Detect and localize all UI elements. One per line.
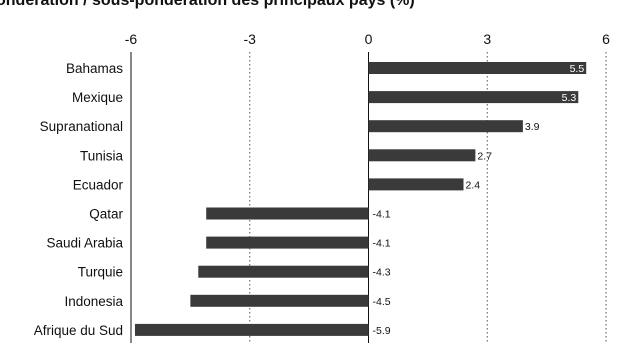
- category-label: Tunisia: [80, 148, 124, 163]
- data-label: 2.4: [466, 179, 481, 191]
- data-labels: 5.5 5.3 3.9 2.7 2.4 -4.1 -4.1 -4.3 -4.5 -5.9: [373, 63, 585, 337]
- category-label: Ecuador: [73, 177, 124, 192]
- bar-ecuador: [368, 178, 464, 191]
- bar-qatar: [206, 207, 369, 220]
- category-label: Supranational: [40, 119, 123, 134]
- bar-bahamas: [368, 62, 587, 74]
- category-label: Turquie: [78, 265, 123, 280]
- bar-tunisia: [368, 149, 476, 162]
- bar-turquie: [198, 265, 369, 278]
- data-label: -4.1: [373, 238, 391, 250]
- chart-title: ondération / sous-pondération des princi…: [0, 0, 415, 9]
- category-label: Bahamas: [66, 61, 123, 76]
- data-label: -4.5: [373, 296, 391, 308]
- bar-indonesia: [190, 294, 369, 307]
- data-label: 5.3: [562, 92, 577, 104]
- x-tick-label: 0: [365, 31, 373, 47]
- data-label: 5.5: [570, 63, 585, 75]
- category-label: Afrique du Sud: [34, 323, 123, 338]
- category-label: Saudi Arabia: [46, 236, 123, 251]
- bar-saudi-arabia: [206, 236, 369, 249]
- x-tick-label: -6: [125, 31, 138, 47]
- x-axis-ticks: -6 -3 0 3 6: [125, 31, 610, 47]
- data-label: 3.9: [525, 121, 540, 133]
- x-tick-label: 6: [602, 31, 610, 47]
- x-tick-label: -3: [244, 31, 257, 47]
- category-label: Qatar: [89, 207, 123, 222]
- bars: [134, 62, 587, 336]
- category-label: Mexique: [72, 90, 123, 105]
- data-label: -5.9: [373, 325, 391, 337]
- bar-afrique-du-sud: [134, 323, 369, 336]
- category-label: Indonesia: [64, 294, 123, 309]
- data-label: -4.3: [373, 267, 391, 279]
- bar-mexique: [368, 91, 579, 104]
- bar-supranational: [368, 120, 523, 133]
- category-labels: Bahamas Mexique Supranational Tunisia Ecuado…: [34, 61, 124, 338]
- x-tick-label: 3: [483, 31, 491, 47]
- data-label: 2.7: [477, 150, 492, 162]
- data-label: -4.1: [373, 209, 391, 221]
